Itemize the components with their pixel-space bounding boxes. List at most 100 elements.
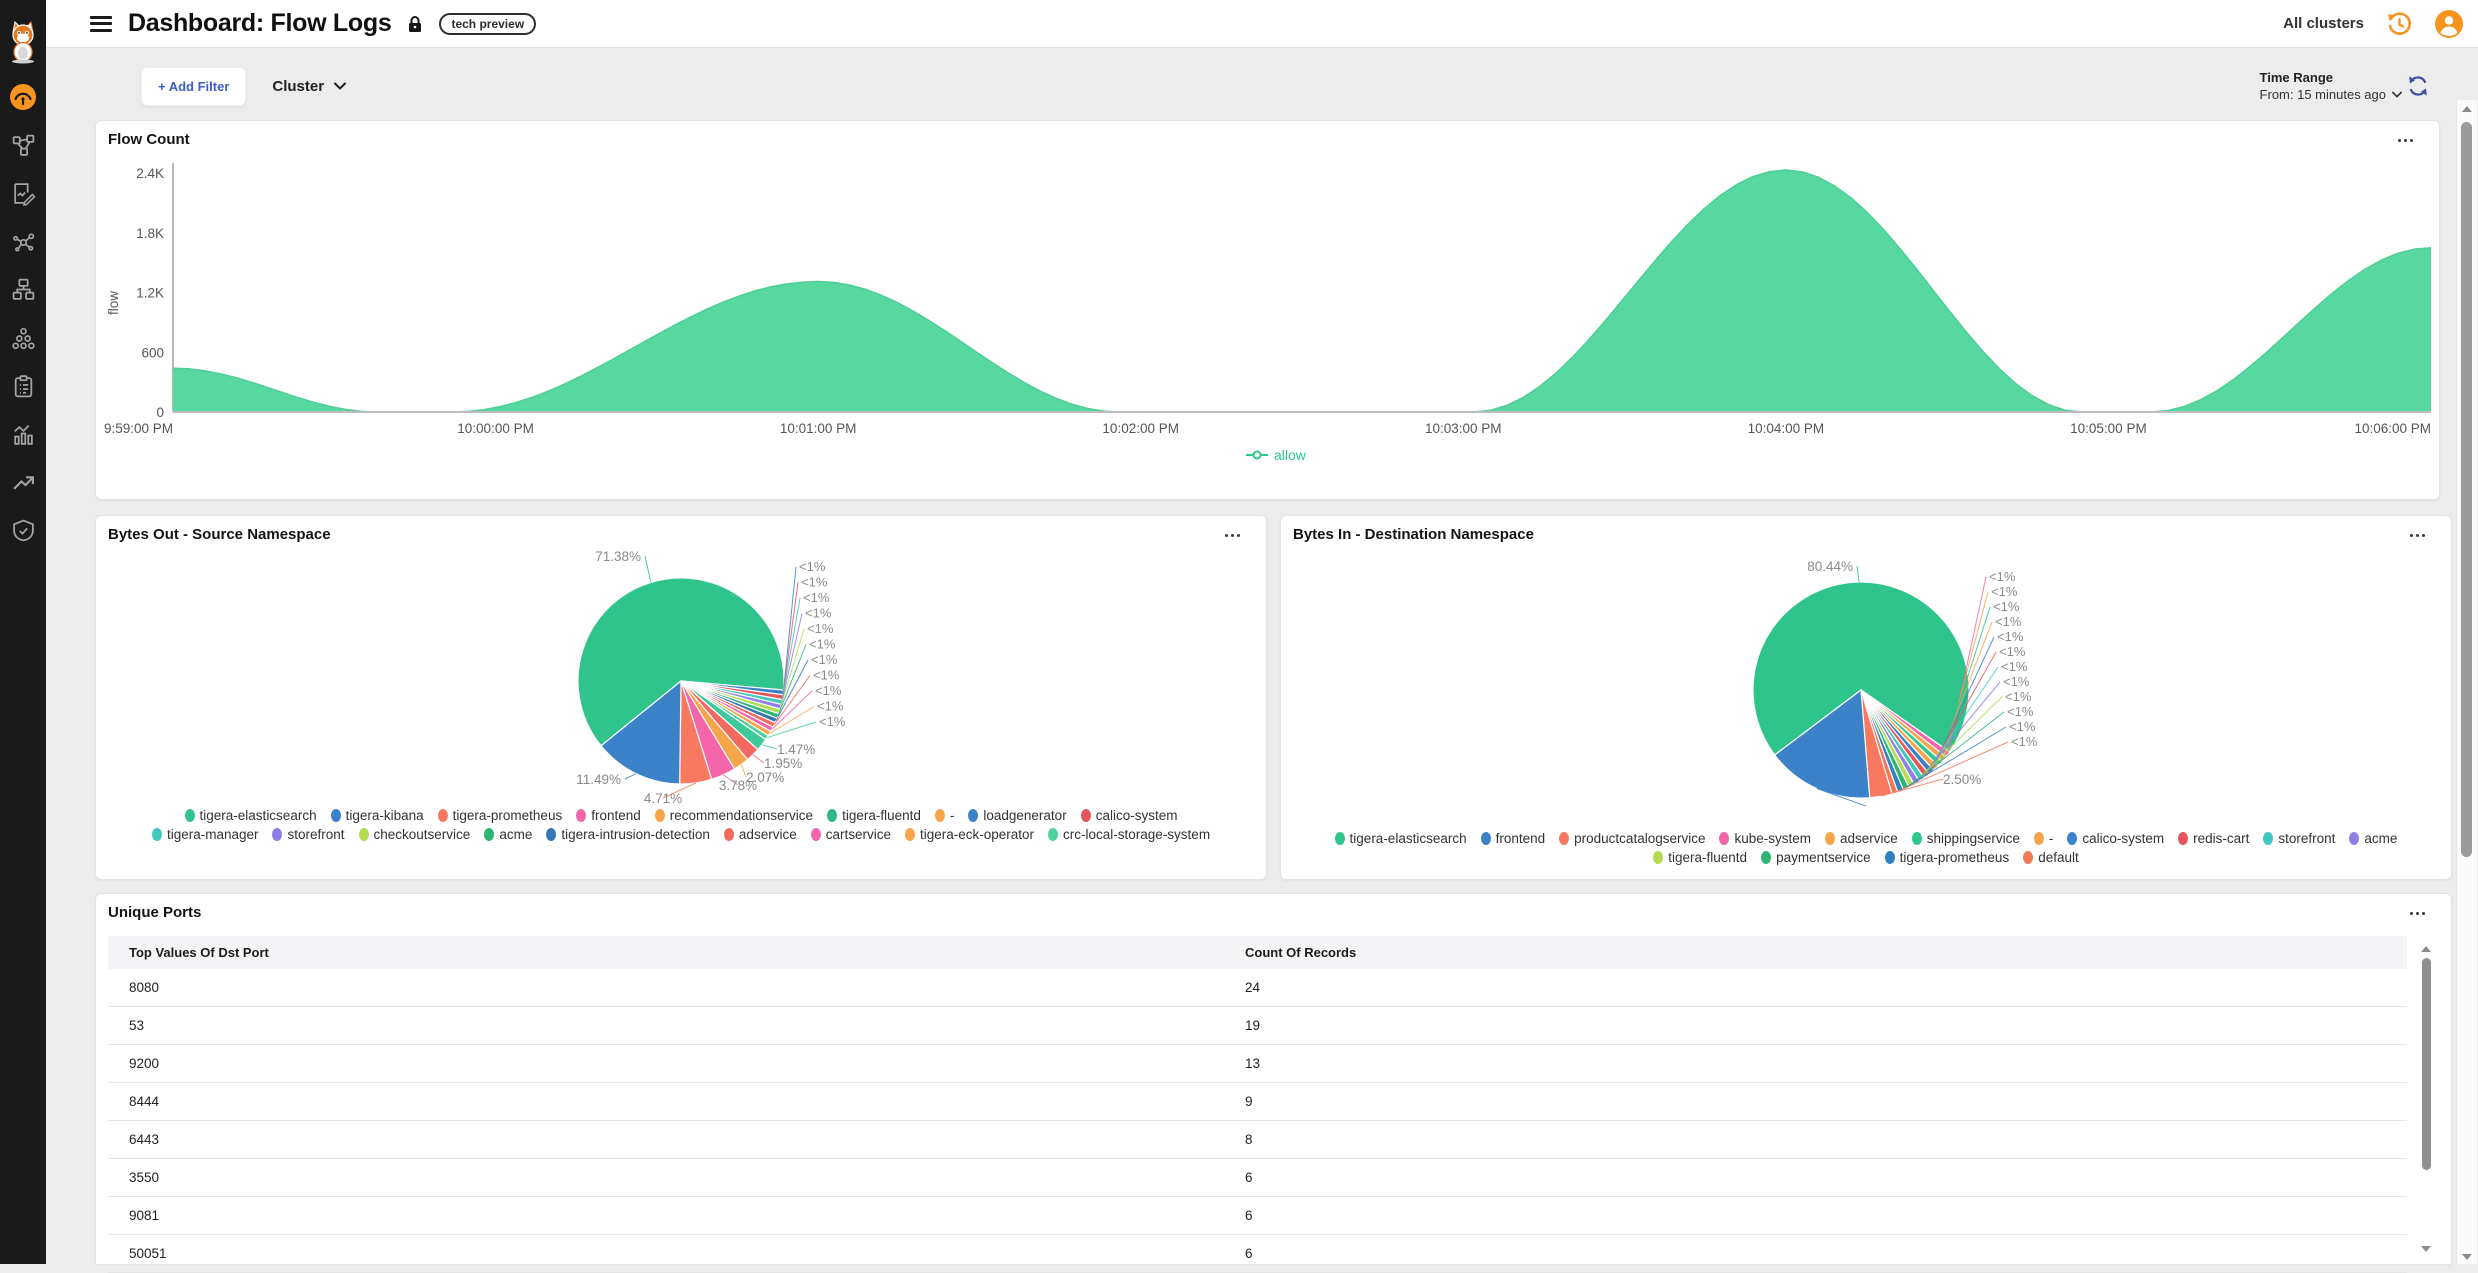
record-count-cell: 6: [1245, 1208, 1253, 1223]
refresh-icon: [2409, 76, 2427, 96]
y-axis-title: flow: [106, 291, 121, 315]
legend-swatch-icon: [272, 828, 283, 841]
chart-legend[interactable]: allow: [1246, 447, 1307, 463]
legend-item[interactable]: tigera-kibana: [330, 808, 424, 823]
legend-item[interactable]: acme: [2349, 831, 2397, 846]
sidebar-item-clusters[interactable]: [9, 324, 37, 352]
legend-item[interactable]: tigera-elasticsearch: [184, 808, 317, 823]
sidebar-item-dashboards[interactable]: [9, 83, 37, 111]
dashboard-gauge-icon: [10, 84, 36, 110]
legend-item[interactable]: crc-local-storage-system: [1048, 827, 1210, 842]
legend-item[interactable]: tigera-fluentd: [827, 808, 921, 823]
legend-item[interactable]: storefront: [2263, 831, 2335, 846]
legend-item[interactable]: tigera-manager: [151, 827, 258, 842]
legend-swatch-icon: [358, 828, 369, 841]
legend-item[interactable]: calico-system: [2067, 831, 2164, 846]
menu-icon[interactable]: [90, 15, 112, 32]
legend-item[interactable]: paymentservice: [1761, 850, 1871, 865]
sidebar-item-trends[interactable]: [9, 468, 37, 496]
legend-label: acme: [499, 827, 533, 842]
legend-item[interactable]: tigera-fluentd: [1653, 850, 1747, 865]
cluster-scope-selector[interactable]: All clusters: [2283, 15, 2364, 32]
pie-slice-tigera-kibana[interactable]: [600, 679, 682, 785]
panel-options-icon[interactable]: [2406, 530, 2429, 541]
legend-item[interactable]: default: [2023, 850, 2079, 865]
legend-item[interactable]: checkoutservice: [358, 827, 471, 842]
sidebar-item-endpoints[interactable]: [9, 227, 37, 255]
legend-item[interactable]: tigera-elasticsearch: [1334, 831, 1467, 846]
legend-item[interactable]: -: [934, 808, 955, 823]
pie-percent-label: 3.78%: [719, 778, 757, 793]
table-row: 9081 6: [108, 1197, 2407, 1235]
legend-label: checkoutservice: [373, 827, 471, 842]
sidebar-item-flow-logs[interactable]: [9, 179, 37, 207]
legend-swatch-icon: [723, 828, 734, 841]
panel-options-icon[interactable]: [2406, 908, 2429, 919]
legend-item[interactable]: cartservice: [810, 827, 891, 842]
table-scrollbar-thumb[interactable]: [2422, 958, 2431, 1170]
table-scrollbar: [2419, 940, 2433, 1256]
flow-count-panel: Flow Count 0 600 1.2K 1.8K 2.4K flow 9:59:00 P…: [95, 120, 2440, 500]
legend-label: -: [949, 808, 955, 823]
legend-swatch-icon: [2033, 832, 2044, 845]
legend-item[interactable]: storefront: [272, 827, 345, 842]
pie-percent-label: <1%: [2003, 674, 2030, 689]
legend-swatch-icon: [934, 809, 945, 822]
calico-cat-logo[interactable]: [4, 20, 42, 64]
legend-item[interactable]: recommendationservice: [654, 808, 813, 823]
pie-percent-label: <1%: [2005, 689, 2032, 704]
sidebar-item-service-graph[interactable]: [9, 131, 37, 159]
label-leader-line: [781, 597, 801, 703]
sidebar-item-network[interactable]: [9, 275, 37, 303]
legend-item[interactable]: shippingservice: [1911, 831, 2020, 846]
legend-item[interactable]: adservice: [723, 827, 797, 842]
refresh-button[interactable]: [2406, 74, 2430, 103]
legend-label[interactable]: allow: [1274, 447, 1307, 463]
legend-item[interactable]: tigera-eck-operator: [904, 827, 1034, 842]
panel-title: Unique Ports: [108, 904, 202, 921]
add-filter-button[interactable]: + Add Filter: [141, 66, 247, 106]
legend-item[interactable]: kube-system: [1719, 831, 1811, 846]
column-header[interactable]: Top Values Of Dst Port: [129, 945, 269, 960]
legend-item[interactable]: tigera-prometheus: [437, 808, 562, 823]
lock-icon: [409, 15, 422, 32]
legend-item[interactable]: calico-system: [1080, 808, 1177, 823]
scroll-down-icon[interactable]: [2462, 1254, 2472, 1260]
legend-item[interactable]: frontend: [576, 808, 641, 823]
legend-item[interactable]: adservice: [1825, 831, 1898, 846]
time-range-control[interactable]: Time Range From: 15 minutes ago: [2260, 70, 2402, 102]
record-count-cell: 6: [1245, 1246, 1253, 1261]
scroll-down-icon[interactable]: [2421, 1246, 2431, 1252]
user-avatar-icon[interactable]: [2434, 9, 2464, 39]
panel-options-icon[interactable]: [1221, 530, 1244, 541]
table-header-row: Top Values Of Dst Port Count Of Records: [108, 936, 2407, 969]
label-leader-line: [1880, 778, 1944, 797]
sidebar-item-policies[interactable]: [9, 372, 37, 400]
history-icon[interactable]: [2386, 11, 2412, 37]
legend-item[interactable]: tigera-prometheus: [1884, 850, 2009, 865]
scroll-up-icon[interactable]: [2462, 106, 2472, 112]
calico-cat-logo-icon: [12, 20, 34, 64]
label-leader-line: [782, 582, 799, 698]
legend-item[interactable]: -: [2033, 831, 2053, 846]
pie-slice-tigera-elasticsearch[interactable]: [1752, 581, 1970, 756]
legend-swatch-icon: [2178, 832, 2189, 845]
legend-item[interactable]: tigera-intrusion-detection: [546, 827, 710, 842]
column-header[interactable]: Count Of Records: [1245, 945, 1357, 960]
legend-item[interactable]: frontend: [1480, 831, 1545, 846]
panel-options-icon[interactable]: [2394, 135, 2417, 146]
page-scrollbar-thumb[interactable]: [2461, 122, 2472, 857]
sidebar-item-reports[interactable]: [9, 420, 37, 448]
x-tick-label: 10:04:00 PM: [1748, 421, 1825, 436]
sidebar-item-compliance[interactable]: [9, 516, 37, 544]
panel-title: Bytes In - Destination Namespace: [1293, 526, 1534, 543]
legend-item[interactable]: redis-cart: [2178, 831, 2249, 846]
label-leader-line: [773, 675, 811, 726]
legend-item[interactable]: acme: [484, 827, 532, 842]
legend-item[interactable]: loadgenerator: [968, 808, 1067, 823]
scroll-up-icon[interactable]: [2421, 946, 2431, 952]
legend-item[interactable]: productcatalogservice: [1559, 831, 1705, 846]
legend-label: adservice: [738, 827, 797, 842]
pie-percent-label: <1%: [819, 714, 846, 729]
cluster-dropdown[interactable]: Cluster: [272, 78, 347, 95]
